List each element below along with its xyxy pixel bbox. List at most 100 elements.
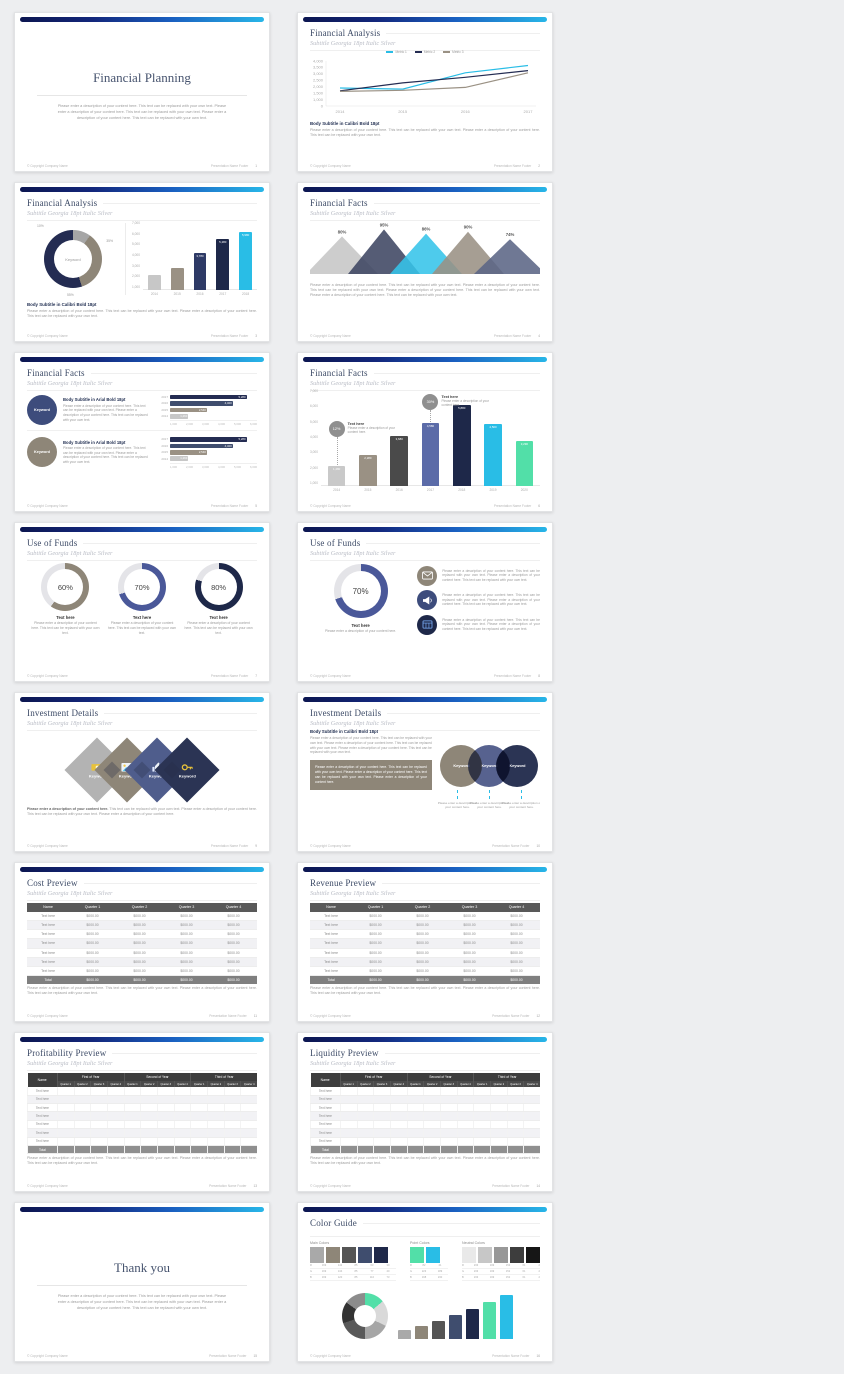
hbar-row: 2017 5,280 (155, 437, 257, 442)
slide-13-profitability-preview[interactable]: Profitability Preview Subtitle Georgia 1… (14, 1032, 270, 1192)
rgb-value: 199 (489, 1264, 495, 1267)
cell (56, 1137, 75, 1146)
cell (490, 1111, 508, 1121)
cell (156, 1137, 175, 1146)
slide-header: Investment Details Subtitle Georgia 18pt… (298, 705, 552, 731)
fact-group: Keyword Body Subtitle in Arial Bold 18pt P… (27, 430, 257, 472)
slide-06-financial-facts-bars[interactable]: Financial Facts Subtitle Georgia 18pt It… (297, 352, 553, 512)
cell-value: $000.00 (446, 938, 493, 949)
sample-charts (310, 1289, 540, 1339)
cell-value: $000.00 (399, 911, 447, 921)
x-axis-ticks: 1,000 2,000 3,000 4,000 5,000 6,000 (170, 462, 257, 469)
dashed-connector (520, 790, 522, 799)
cell (223, 1087, 241, 1096)
group-header: First of Year (56, 1073, 125, 1081)
swatches (462, 1247, 540, 1263)
cell (223, 1120, 241, 1130)
page-number: 7 (255, 674, 257, 678)
x-tick: 2018 (458, 488, 466, 492)
table-header-row: Name Quarter 1 Quarter 2 Quarter 3 Quarter 4 (310, 903, 540, 912)
swatches (410, 1247, 448, 1263)
cell (90, 1103, 108, 1113)
cell (523, 1145, 540, 1155)
cell (207, 1128, 225, 1138)
cell-value: $000.00 (69, 911, 117, 921)
page-number: 6 (538, 504, 540, 508)
slide-accent-bar (303, 187, 547, 192)
y-label: 2016 (161, 401, 168, 406)
slide-03-financial-analysis-donut-bars[interactable]: Financial Analysis Subtitle Georgia 18pt… (14, 182, 270, 342)
donut-block: 70% Text here Please enter a description o… (108, 563, 177, 635)
cell-value: $000.00 (69, 938, 117, 949)
donut-block: 70% Text here Please enter a description o… (310, 559, 411, 668)
rgb-value: 169 (321, 1276, 327, 1279)
caption-text: Please enter a description of your conte… (469, 800, 510, 809)
donut-description: Please enter a description of your conte… (31, 621, 100, 635)
cell (56, 1145, 75, 1155)
donut-wrap: Keyword 10% 35% 55% (27, 219, 119, 299)
slide-accent-bar (303, 1207, 547, 1212)
slide-content: 80% 95% 86% 90% 74% Please enter a descriptio… (310, 219, 540, 328)
cell (207, 1103, 225, 1113)
slide-07-use-of-funds-donuts[interactable]: Use of Funds Subtitle Georgia 18pt Itali… (14, 522, 270, 682)
table-row: Text here $000.00 $000.00 $000.00 $000.00 (27, 948, 257, 958)
y-tick: 7,000 (132, 221, 140, 225)
table-body: Text here Text here Text here Text here Text… (27, 1087, 257, 1155)
cell (406, 1103, 424, 1113)
cell (506, 1111, 524, 1121)
slide-10-investment-details-venn[interactable]: Investment Details Subtitle Georgia 18pt… (297, 692, 553, 852)
svg-text:4,000: 4,000 (313, 58, 324, 63)
bar-value: 5,280 (238, 394, 246, 399)
cell (439, 1137, 458, 1146)
slide-02-financial-analysis-line[interactable]: Financial Analysis Subtitle Georgia 18pt… (297, 12, 553, 172)
y-axis-ticks: 7,000 6,000 5,000 4,000 3,000 2,000 1,000 (310, 389, 321, 493)
y-tick: 4,000 (310, 434, 318, 439)
slide-09-investment-details-diamonds[interactable]: Investment Details Subtitle Georgia 18pt… (14, 692, 270, 852)
column-header: Name (310, 903, 353, 912)
cell (223, 1095, 241, 1104)
x-tick: 2015 (173, 292, 181, 296)
footer-name: Presentation Name Footer (493, 334, 532, 338)
cell (339, 1111, 358, 1121)
cell (173, 1128, 191, 1138)
group-label: Neutral Colors (462, 1241, 485, 1245)
bar-value: 4,320 (224, 443, 232, 448)
rgb-value: 63 (370, 1264, 374, 1267)
page-number: 14 (536, 1184, 540, 1188)
rgb-value: 77 (370, 1270, 374, 1273)
body-text: Please enter a description of your conte… (27, 985, 257, 995)
slide-12-revenue-preview[interactable]: Revenue Preview Subtitle Georgia 18pt It… (297, 862, 553, 1022)
slide-14-liquidity-preview[interactable]: Liquidity Preview Subtitle Georgia 18pt … (297, 1032, 553, 1192)
rgb-value: 142 (337, 1264, 343, 1267)
x-tick: 1,000 (170, 422, 177, 427)
slide-subtitle: Subtitle Georgia 18pt Italic Silver (27, 888, 257, 901)
cell (456, 1145, 474, 1155)
cell (339, 1137, 358, 1146)
slide-16-color-guide[interactable]: Color Guide Main Colors R 169 142 85 63 30 G 169… (297, 1202, 553, 1362)
donut-title: Text here (351, 623, 370, 628)
slide-content: Name First of Year Second of Year Third of … (27, 1069, 257, 1178)
slide-08-use-of-funds-icons[interactable]: Use of Funds Subtitle Georgia 18pt Itali… (297, 522, 553, 682)
y-tick: 2,000 (310, 465, 318, 470)
table-row: Text here $000.00 $000.00 $000.00 $000.00 (27, 957, 257, 967)
slide-11-cost-preview[interactable]: Cost Preview Subtitle Georgia 18pt Itali… (14, 862, 270, 1022)
slide-15-thank-you[interactable]: Thank you Please enter a description of … (14, 1202, 270, 1362)
bar-track: 1,260 (170, 456, 257, 461)
slide-05-financial-facts-hbars[interactable]: Financial Facts Subtitle Georgia 18pt It… (14, 352, 270, 512)
hbar-row: 2014 1,260 (155, 456, 257, 461)
item-description: Please enter a description of your conte… (442, 617, 540, 631)
table-row: Text here (310, 1120, 540, 1130)
slide-04-financial-facts-peaks[interactable]: Financial Facts Subtitle Georgia 18pt It… (297, 182, 553, 342)
table-header-row: Name Quarter 1 Quarter 2 Quarter 3 Quarter 4 (27, 903, 257, 912)
slide-title: Investment Details (310, 708, 540, 718)
donut-chart: 60% (41, 563, 90, 611)
group-header: Third of Year (190, 1073, 257, 1081)
body-text: Please enter a description of your conte… (63, 403, 148, 422)
svg-text:86%: 86% (422, 227, 431, 232)
cell (389, 1120, 408, 1130)
page-number: 10 (536, 844, 540, 848)
slide-01-financial-planning[interactable]: Financial Planning Please enter a descri… (14, 12, 270, 172)
table-row: Text here $000.00 $000.00 $000.00 $000.00 (27, 938, 257, 949)
group-header: Second of Year (123, 1073, 191, 1081)
sample-bar-chart (398, 1289, 526, 1339)
